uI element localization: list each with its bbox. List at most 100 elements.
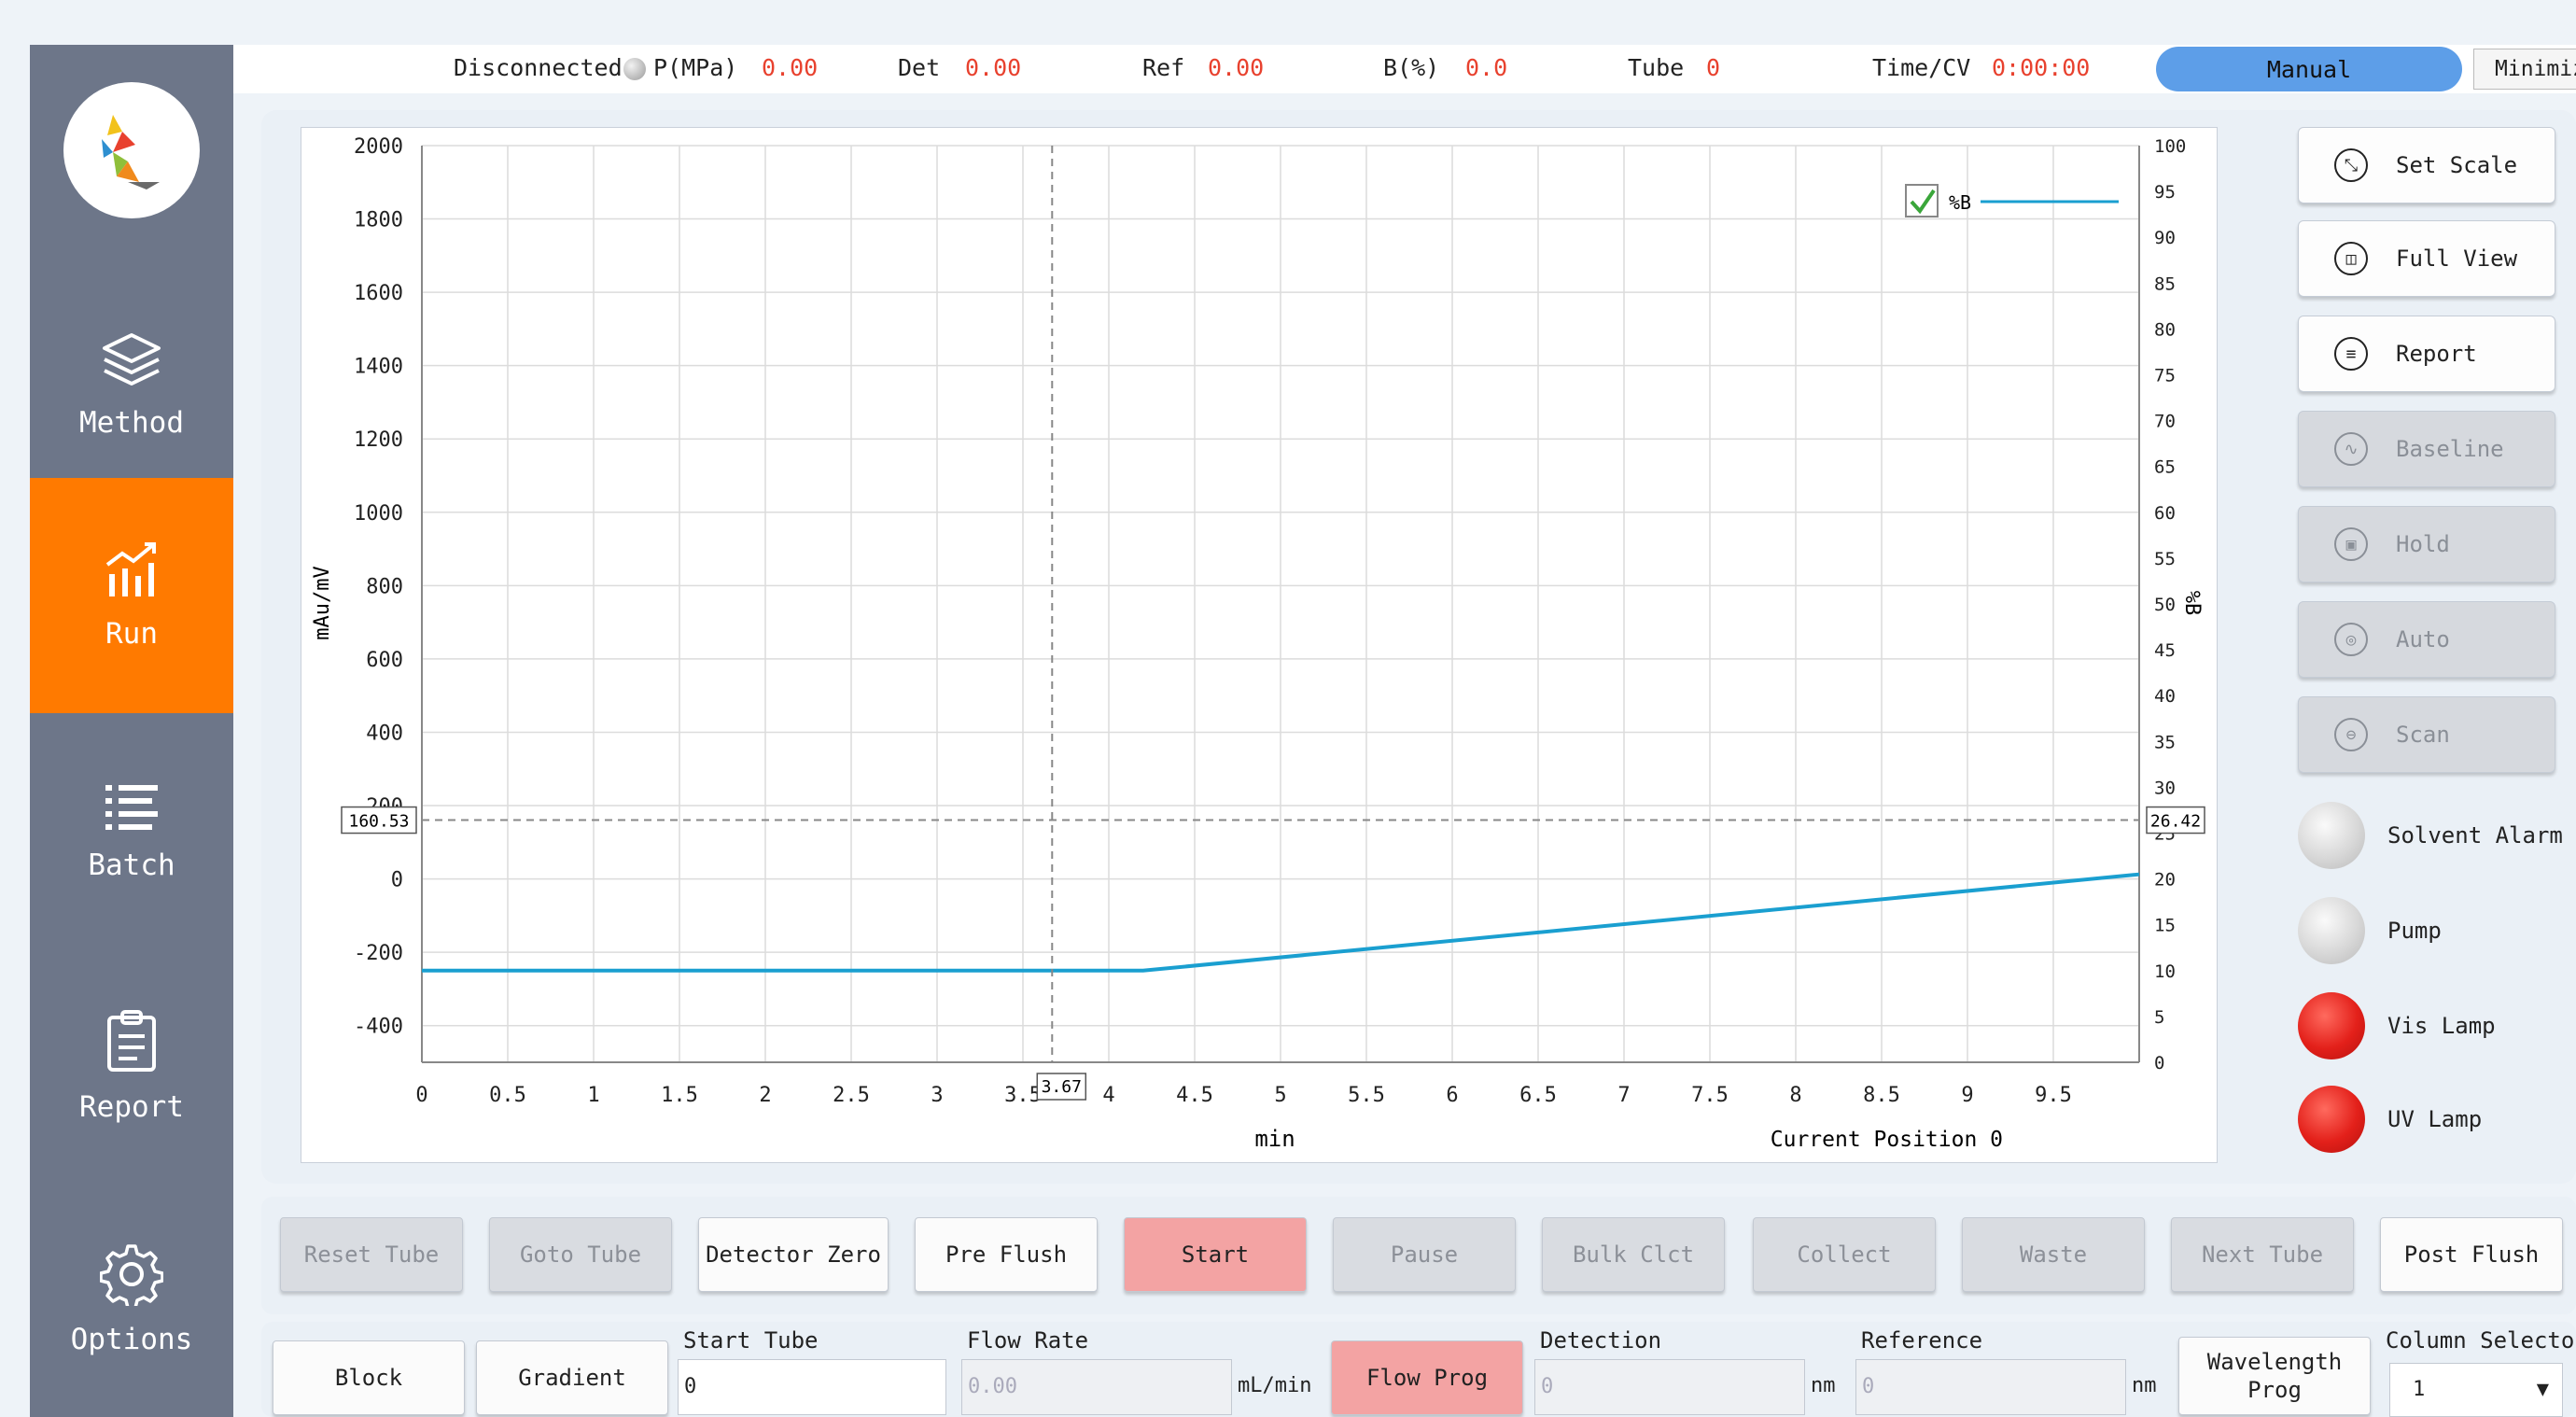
column-selector-dropdown[interactable]: 1 ▼ xyxy=(2389,1363,2563,1417)
x-tick-label: 5.5 xyxy=(1348,1084,1385,1107)
bulk-collect-button[interactable]: Bulk Clct xyxy=(1542,1217,1725,1292)
sidebar-item-label: Options xyxy=(70,1323,193,1356)
x-tick-label: 4 xyxy=(1102,1084,1114,1107)
sidebar-item-label: Report xyxy=(79,1090,184,1124)
x-tick-label: 2.5 xyxy=(833,1084,870,1107)
reset-tube-button[interactable]: Reset Tube xyxy=(280,1217,463,1292)
flow-prog-button[interactable]: Flow Prog xyxy=(1331,1340,1523,1415)
x-tick-label: 9.5 xyxy=(2035,1084,2072,1107)
report-button[interactable]: ≡ Report xyxy=(2298,316,2555,392)
goto-tube-button[interactable]: Goto Tube xyxy=(489,1217,672,1292)
pre-flush-button[interactable]: Pre Flush xyxy=(915,1217,1098,1292)
y2-tick-label: 95 xyxy=(2154,182,2176,203)
y-tick-label: 600 xyxy=(366,649,403,672)
sidebar-item-method[interactable]: Method xyxy=(30,267,233,502)
auto-button[interactable]: ◎ Auto xyxy=(2298,601,2555,678)
app-logo xyxy=(63,82,200,218)
chart-cursor: 160.53 26.42 3.67 xyxy=(341,146,2205,1101)
y2-tick-label: 70 xyxy=(2154,412,2176,432)
sidebar-item-label: Batch xyxy=(88,849,175,882)
cursor-x-readout: 3.67 xyxy=(1042,1077,1082,1097)
ref-label: Ref xyxy=(1142,54,1185,81)
report-icon: ≡ xyxy=(2334,337,2368,371)
chart-frame xyxy=(301,127,2218,1163)
reference-label: Reference xyxy=(1861,1327,1983,1354)
y2-tick-label: 40 xyxy=(2154,686,2176,707)
x-axis-label: min xyxy=(1254,1126,1295,1152)
solvent-alarm-indicator: Solvent Alarm xyxy=(2298,797,2576,874)
vis-lamp-indicator: Vis Lamp xyxy=(2298,988,2576,1064)
block-button[interactable]: Block xyxy=(273,1340,465,1415)
sidebar-item-report[interactable]: Report xyxy=(30,948,233,1184)
x-tick-label: 1 xyxy=(587,1084,599,1107)
y2-tick-label: 55 xyxy=(2154,549,2176,569)
y2-tick-label: 85 xyxy=(2154,274,2176,294)
flow-rate-input[interactable]: 0.00 xyxy=(961,1359,1232,1415)
mode-button[interactable]: Manual xyxy=(2156,47,2462,91)
chromatogram-chart[interactable]: 0 0.5 1 1.5 2 2.5 3 3.5 4 4.5 5 5.5 6 6.5 7 7.5 8 8.5 9 9.5… xyxy=(301,127,2218,1163)
sidebar-item-batch[interactable]: Batch xyxy=(30,713,233,948)
y-tick-label: 400 xyxy=(366,722,403,745)
logo-icon xyxy=(102,115,160,189)
pump-indicator: Pump xyxy=(2298,892,2576,969)
reference-input[interactable]: 0 xyxy=(1855,1359,2126,1415)
y-tick-label: 1800 xyxy=(354,209,403,232)
solvent-alarm-label: Solvent Alarm xyxy=(2387,822,2563,849)
minimize-button[interactable]: Minimize xyxy=(2473,49,2576,90)
set-scale-label: Set Scale xyxy=(2396,152,2518,178)
vis-lamp-led-icon xyxy=(2298,992,2365,1059)
sidebar: Method Run Batch Report xyxy=(30,45,233,1417)
y2-tick-label: 10 xyxy=(2154,961,2176,982)
chart-series xyxy=(422,872,2140,973)
post-flush-button[interactable]: Post Flush xyxy=(2380,1217,2563,1292)
uv-lamp-indicator: UV Lamp xyxy=(2298,1081,2576,1157)
chart-axes xyxy=(421,146,2140,1063)
y-tick-label: 0 xyxy=(391,869,403,892)
detection-input[interactable]: 0 xyxy=(1534,1359,1805,1415)
baseline-icon: ∿ xyxy=(2334,432,2368,466)
uv-lamp-label: UV Lamp xyxy=(2387,1106,2483,1132)
start-tube-input[interactable]: 0 xyxy=(678,1359,946,1415)
y2-tick-label: 35 xyxy=(2154,732,2176,752)
gradient-button[interactable]: Gradient xyxy=(476,1340,668,1415)
scale-icon: ⤡ xyxy=(2334,148,2368,182)
y-tick-label: 1400 xyxy=(354,356,403,379)
set-scale-button[interactable]: ⤡ Set Scale xyxy=(2298,127,2555,203)
x-tick-label: 6.5 xyxy=(1519,1084,1557,1107)
y2-tick-label: 0 xyxy=(2154,1053,2164,1073)
gear-icon xyxy=(100,1244,163,1306)
hold-label: Hold xyxy=(2396,531,2450,557)
sidebar-item-run[interactable]: Run xyxy=(30,478,233,713)
det-label: Det xyxy=(898,54,941,81)
pause-button[interactable]: Pause xyxy=(1333,1217,1516,1292)
b-percent-label: B(%) xyxy=(1383,54,1440,81)
chart-legend[interactable]: %B xyxy=(1905,184,2119,217)
y-tick-label: 1200 xyxy=(354,428,403,452)
legend-checkbox[interactable] xyxy=(1905,184,1939,217)
y-tick-label: -200 xyxy=(354,942,403,965)
hold-button[interactable]: ▣ Hold xyxy=(2298,506,2555,582)
y2-tick-label: 100 xyxy=(2154,136,2186,157)
detection-unit: nm xyxy=(1811,1374,1836,1397)
detector-zero-button[interactable]: Detector Zero xyxy=(698,1217,889,1292)
sidebar-item-options[interactable]: Options xyxy=(30,1182,233,1417)
y2-tick-label: 45 xyxy=(2154,640,2176,661)
y-tick-label: 2000 xyxy=(354,135,403,159)
scan-button[interactable]: ⊖ Scan xyxy=(2298,696,2555,773)
tube-value: 0 xyxy=(1706,54,1721,81)
y2-tick-label: 15 xyxy=(2154,916,2176,936)
x-tick-label: 4.5 xyxy=(1176,1084,1213,1107)
start-button[interactable]: Start xyxy=(1124,1217,1307,1292)
scan-icon: ⊖ xyxy=(2334,718,2368,751)
waste-button[interactable]: Waste xyxy=(1962,1217,2145,1292)
full-view-button[interactable]: ◫ Full View xyxy=(2298,220,2555,297)
x-tick-label: 7.5 xyxy=(1691,1084,1729,1107)
baseline-button[interactable]: ∿ Baseline xyxy=(2298,411,2555,487)
flow-rate-label: Flow Rate xyxy=(967,1327,1089,1354)
chevron-down-icon: ▼ xyxy=(2536,1378,2549,1401)
collect-button[interactable]: Collect xyxy=(1753,1217,1936,1292)
next-tube-button[interactable]: Next Tube xyxy=(2171,1217,2354,1292)
fullview-icon: ◫ xyxy=(2334,242,2368,275)
pressure-value: 0.00 xyxy=(762,54,819,81)
wavelength-prog-button[interactable]: Wavelength Prog xyxy=(2178,1337,2371,1415)
